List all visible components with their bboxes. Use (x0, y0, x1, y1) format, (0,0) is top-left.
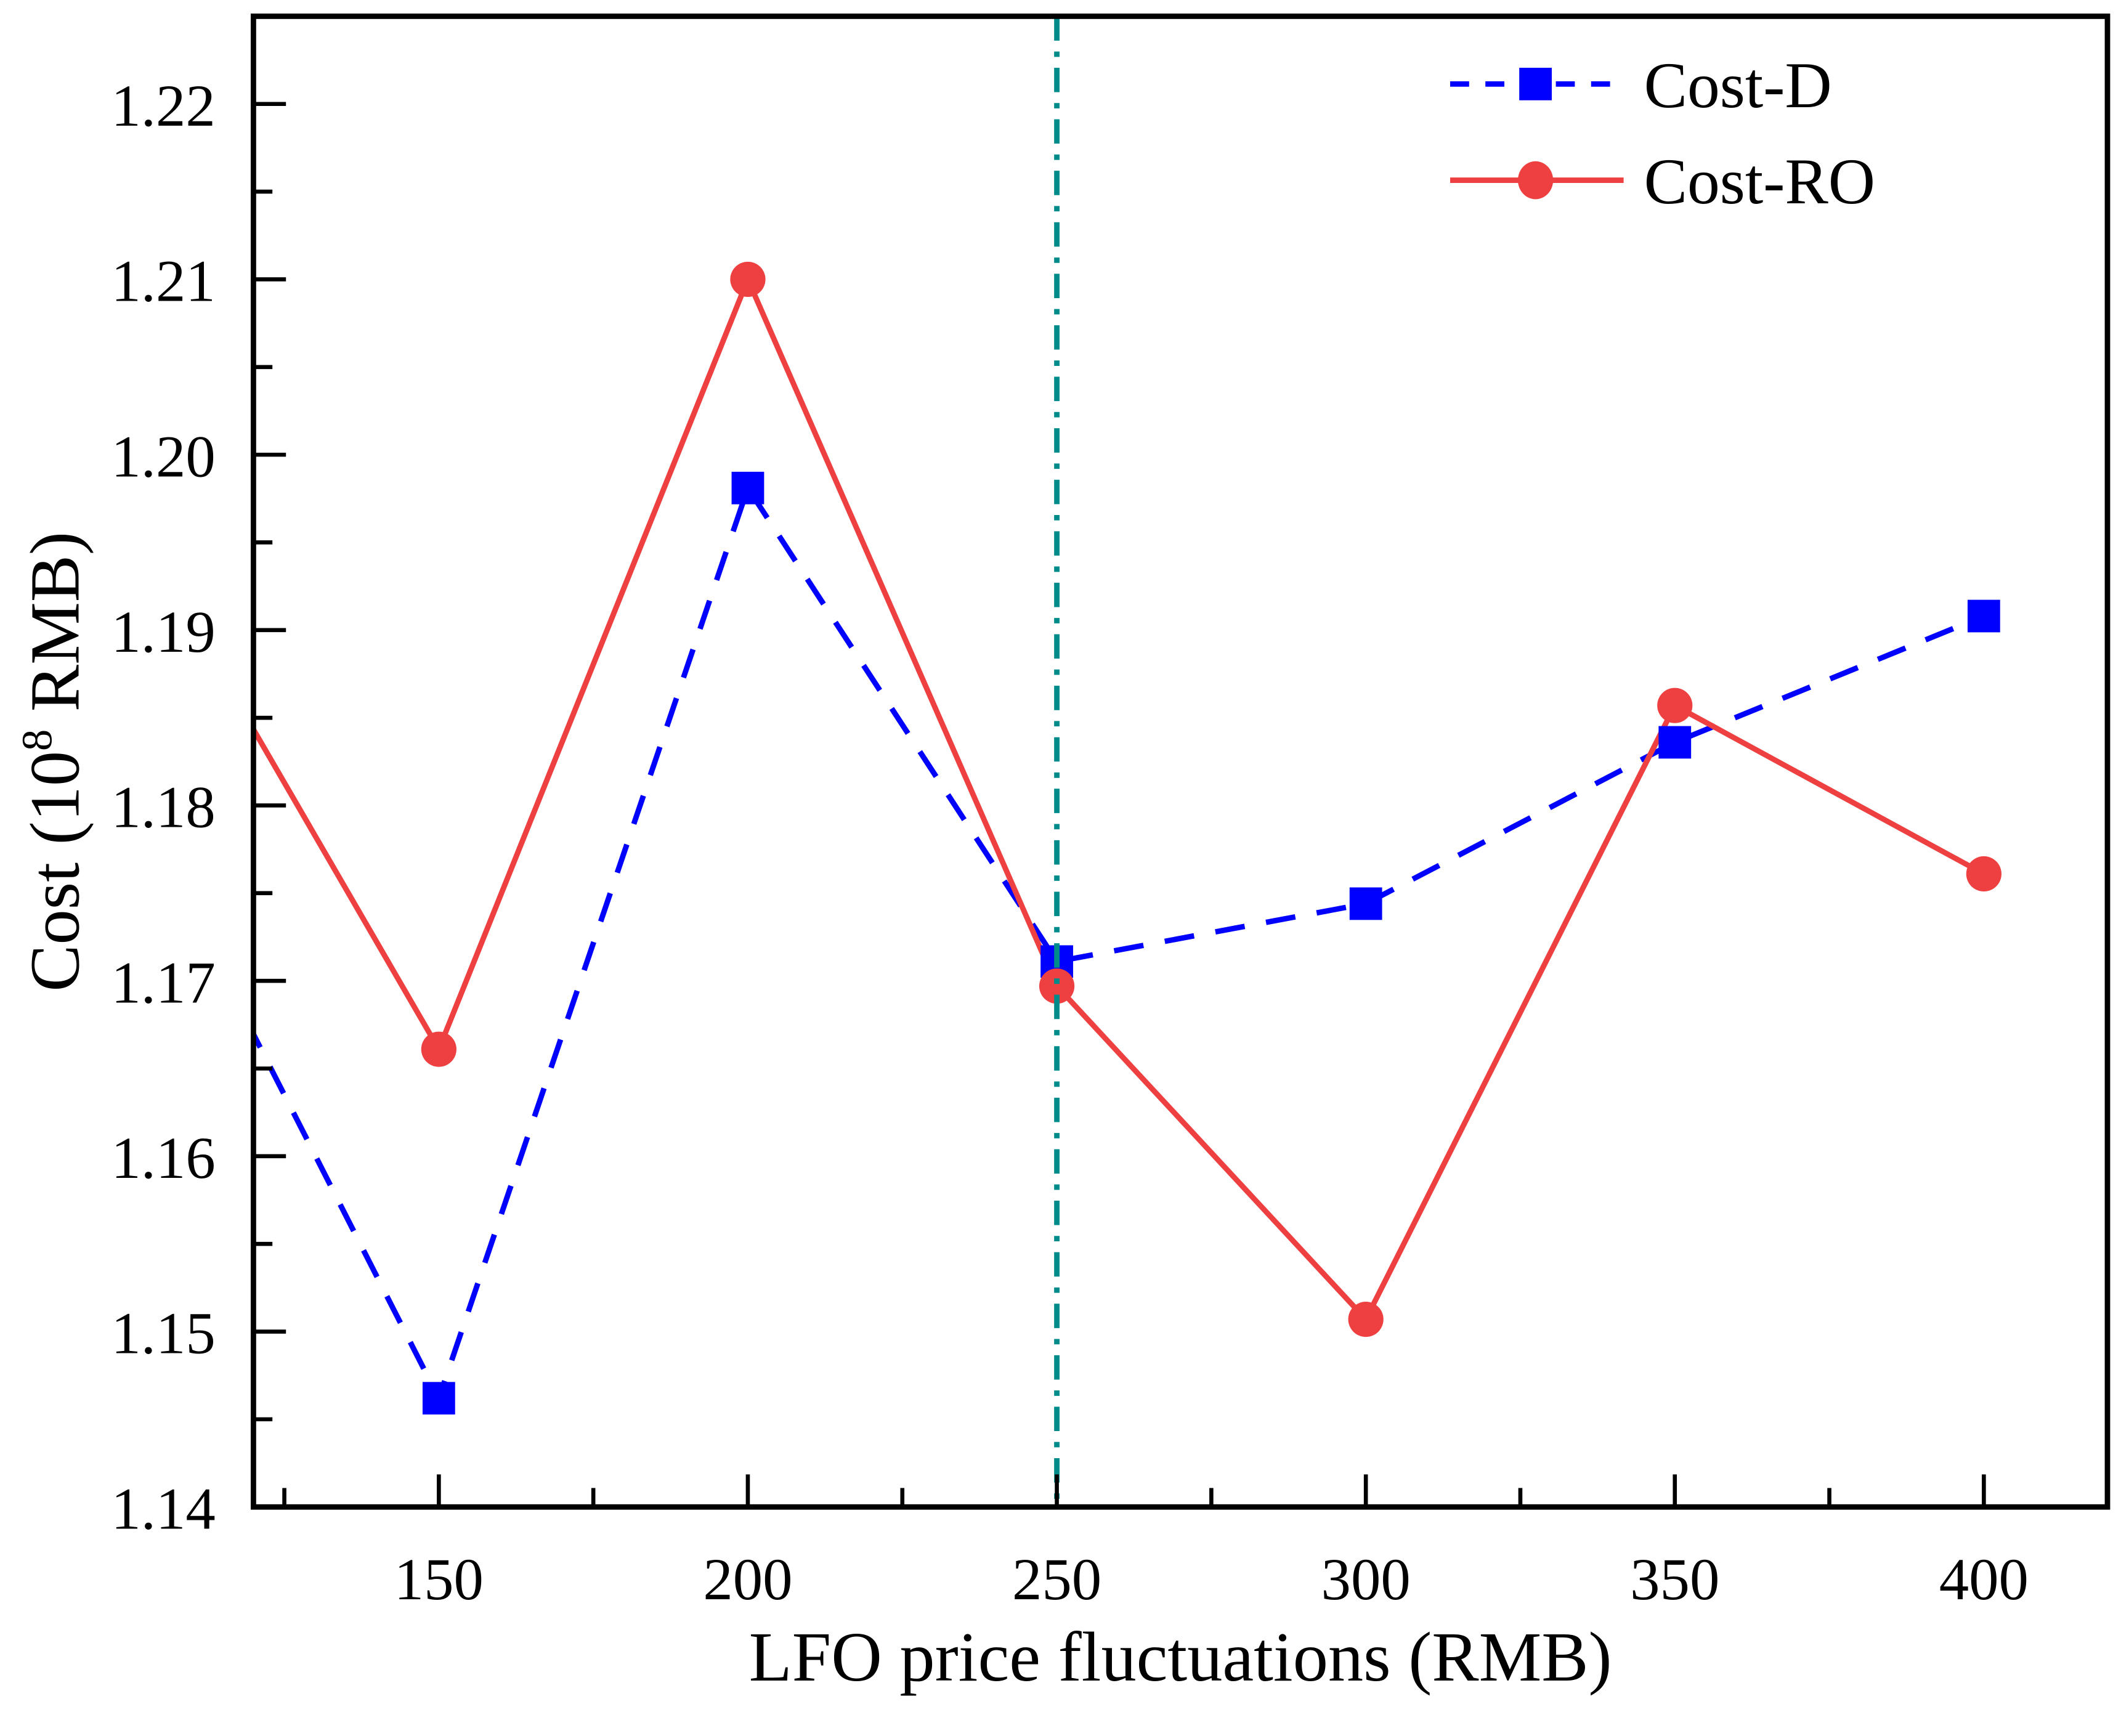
data-point-cost-ro (112, 498, 147, 533)
x-tick-label: 250 (1012, 1546, 1101, 1612)
data-point-cost-ro (1657, 688, 1693, 723)
y-tick-label: 1.18 (111, 774, 215, 840)
data-point-cost-ro (1039, 968, 1075, 1004)
legend-label-cost-ro: Cost-RO (1644, 145, 1875, 217)
legend-label-cost-d: Cost-D (1644, 49, 1832, 121)
y-tick-label: 1.14 (111, 1475, 215, 1541)
x-tick-label: 400 (1939, 1546, 2029, 1612)
x-axis-label: LFO price fluctuations (RMB) (749, 1618, 1612, 1696)
y-axis-label: Cost (108 RMB) (14, 532, 94, 992)
data-point-cost-ro (730, 261, 766, 298)
legend: Cost-D Cost-RO (1450, 49, 1875, 217)
data-point-cost-ro (1966, 856, 2001, 892)
data-point-cost-d (1349, 887, 1382, 920)
data-point-cost-d (1658, 726, 1692, 759)
x-tick-label: 200 (703, 1546, 792, 1612)
x-tick-label: 150 (394, 1546, 484, 1612)
data-point-cost-ro (421, 1031, 456, 1067)
data-point-cost-d (1967, 599, 2000, 633)
legend-marker-circle (1518, 161, 1554, 200)
legend-marker-square (1519, 67, 1552, 100)
y-tick-label: 1.15 (111, 1300, 215, 1366)
y-axis-label-superscript: 8 (14, 729, 62, 751)
x-tick-label: 350 (1630, 1546, 1719, 1612)
y-tick-label: 1.19 (111, 599, 215, 665)
x-tick-label: 300 (1321, 1546, 1411, 1612)
y-tick-label: 1.16 (111, 1125, 215, 1191)
y-tick-label: 1.20 (111, 423, 215, 489)
y-tick-label: 1.21 (111, 248, 215, 314)
data-point-cost-d (731, 471, 764, 505)
plot-frame (250, 13, 2111, 1510)
data-point-cost-d (422, 1382, 455, 1415)
y-tick-label: 1.22 (111, 73, 215, 139)
data-point-cost-ro (1348, 1302, 1384, 1337)
y-tick-label: 1.17 (111, 949, 215, 1015)
